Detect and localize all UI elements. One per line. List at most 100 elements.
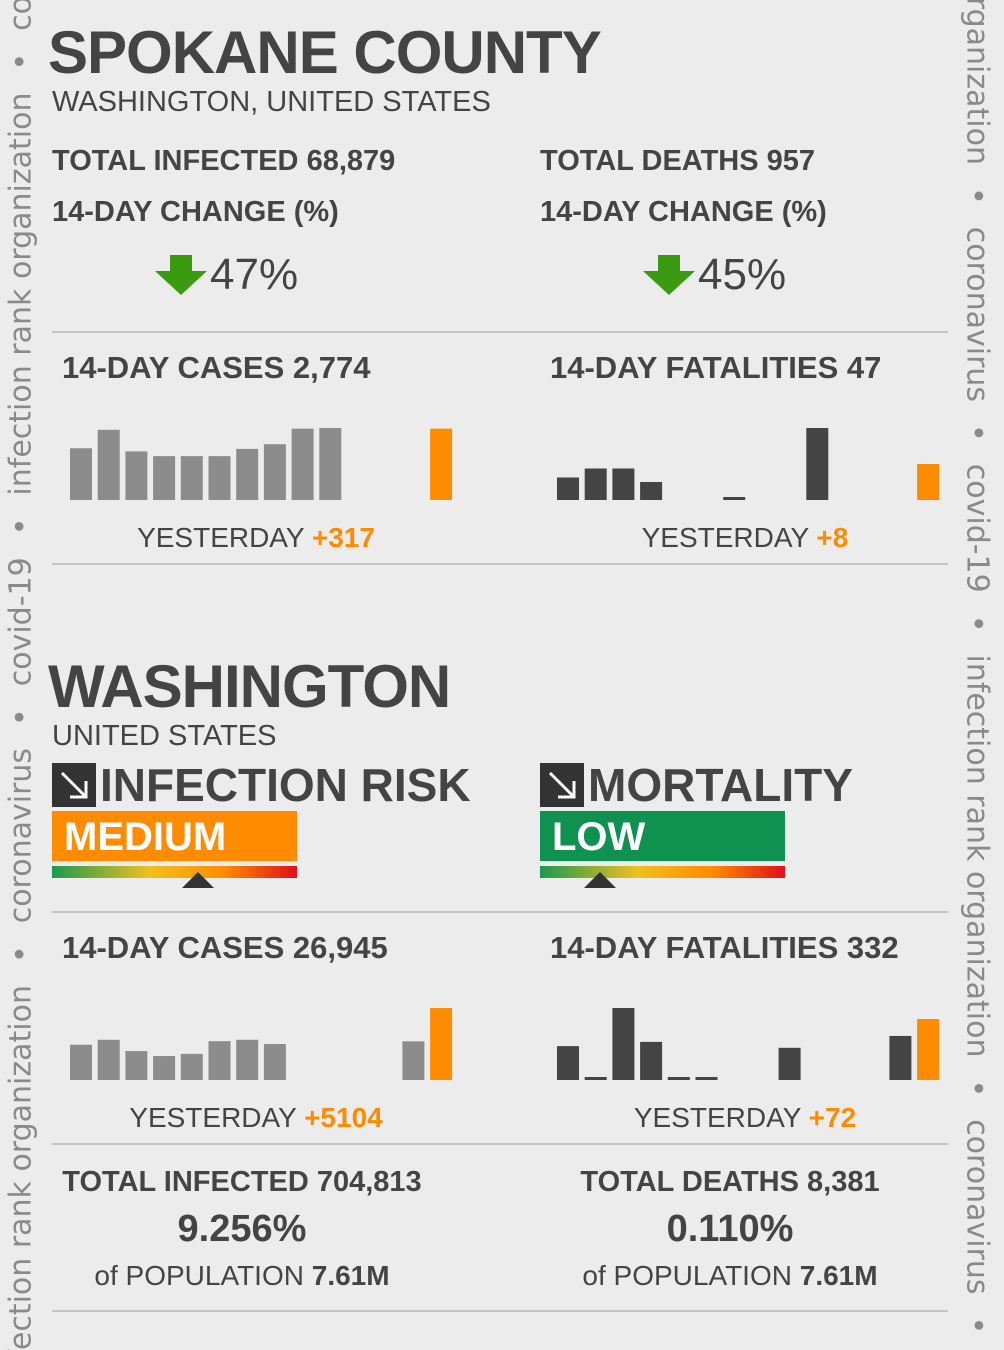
share: 9.256% (177, 1208, 307, 1250)
value: 68,879 (306, 145, 396, 177)
bar (97, 1039, 120, 1080)
stat: 14-DAY CASES 26,945 (62, 930, 388, 966)
bar (402, 1041, 425, 1080)
value: 7.61M (799, 1260, 878, 1291)
bar (319, 428, 342, 500)
value: +8 (816, 522, 849, 553)
watermark-sep: • (960, 615, 995, 633)
bar (584, 468, 607, 500)
label: 14-DAY FATALITIES (550, 930, 839, 965)
bar-chart (557, 1008, 940, 1080)
trend-icon (52, 763, 96, 807)
bar (917, 1019, 940, 1080)
county-subtitle: WASHINGTON, UNITED STATES (52, 86, 491, 118)
watermark-text: infection rank organization (960, 0, 995, 165)
mortality-label: MORTALITY (588, 759, 853, 811)
watermark-text: infection rank organization (960, 654, 995, 1057)
bar (640, 1041, 663, 1080)
bar (557, 477, 579, 500)
yesterday: YESTERDAY +5104 (56, 1102, 456, 1134)
value: +5104 (304, 1102, 383, 1133)
stat: TOTAL DEATHS 957 (540, 145, 815, 178)
down-arrow (155, 255, 207, 295)
label: TOTAL DEATHS (540, 145, 759, 177)
yesterday: YESTERDAY +317 (56, 522, 456, 554)
stat: 14-DAY FATALITIES 332 (550, 930, 899, 966)
stat: TOTAL INFECTED 704,813 (22, 1166, 462, 1199)
bar (667, 1077, 690, 1080)
label: TOTAL DEATHS (580, 1166, 799, 1198)
bar (723, 497, 746, 500)
bar (125, 451, 148, 500)
divider (52, 911, 948, 913)
bar (889, 1035, 912, 1080)
watermark-text: coronavirus (960, 1119, 995, 1294)
state-title: WASHINGTON (48, 653, 451, 720)
bar (640, 482, 663, 500)
label: YESTERDAY (137, 522, 305, 553)
risk-label: INFECTION RISK (100, 759, 471, 811)
watermark-sep: • (4, 708, 39, 726)
bar (695, 1077, 718, 1080)
change: 45% (698, 250, 787, 299)
population: of POPULATION 7.61M (22, 1260, 462, 1292)
bar (236, 448, 259, 500)
bar (263, 1044, 286, 1080)
value: 957 (766, 145, 816, 177)
value: +317 (311, 522, 375, 553)
label: 14-DAY FATALITIES (550, 350, 839, 385)
yesterday: YESTERDAY +8 (545, 522, 945, 554)
value: 704,813 (316, 1166, 422, 1198)
divider (52, 331, 948, 333)
bar (180, 456, 203, 500)
share: 0.110% (666, 1208, 794, 1250)
bar (778, 1047, 801, 1080)
watermark-text: infection rank organization (4, 93, 39, 496)
label: YESTERDAY (129, 1102, 297, 1133)
watermark-text: covid-19 (4, 557, 39, 686)
population: of POPULATION 7.61M (510, 1260, 950, 1292)
bar (153, 1056, 176, 1080)
watermark-text: infection rank organization (4, 985, 39, 1350)
stat: TOTAL DEATHS 8,381 (510, 1166, 950, 1199)
bar (70, 1044, 92, 1080)
label: YESTERDAY (633, 1102, 801, 1133)
watermark-sep: • (960, 187, 995, 205)
bar (97, 429, 120, 500)
value: +72 (808, 1102, 857, 1133)
watermark-sep: • (4, 945, 39, 963)
bar (70, 448, 92, 500)
watermark-sep: • (960, 424, 995, 442)
label: 14-DAY CHANGE (%) (540, 196, 827, 228)
stat: 14-DAY FATALITIES 47 (550, 350, 881, 386)
yesterday: YESTERDAY +72 (545, 1102, 945, 1134)
value: 8,381 (807, 1166, 880, 1198)
label: YESTERDAY (641, 522, 809, 553)
value: 7.61M (311, 1260, 390, 1291)
state-subtitle: UNITED STATES (52, 720, 277, 752)
mortality-level: LOW (540, 811, 785, 861)
bar-chart (70, 428, 453, 500)
bar (806, 428, 829, 500)
value: 2,774 (292, 350, 371, 385)
label: 14-DAY CASES (62, 350, 285, 385)
divider (52, 563, 948, 565)
label: of POPULATION (94, 1260, 304, 1291)
watermark-text: coronavirus (4, 0, 39, 31)
label: TOTAL INFECTED (52, 145, 299, 177)
watermark-sep: • (4, 53, 39, 71)
watermark-sep: • (4, 518, 39, 536)
value: 47 (846, 350, 882, 385)
bar (125, 1051, 148, 1080)
bar (180, 1053, 203, 1080)
bar-chart (557, 428, 940, 500)
mortality-gauge (540, 866, 785, 888)
change: 47% (210, 250, 299, 299)
bar (153, 456, 176, 500)
stat: TOTAL INFECTED 68,879 (52, 145, 395, 178)
bar (291, 428, 314, 500)
value: 26,945 (292, 930, 388, 965)
trend-icon (540, 763, 584, 807)
